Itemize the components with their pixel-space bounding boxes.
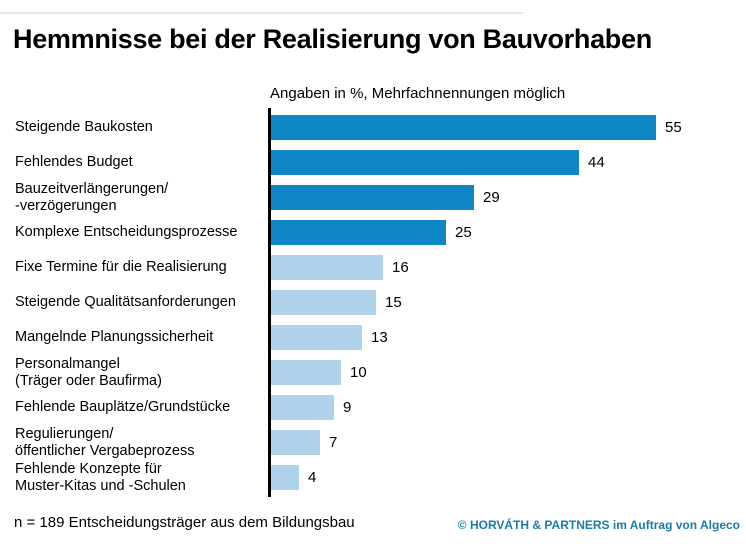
value-label: 55 <box>665 119 682 136</box>
bar-area: 44 <box>271 150 605 175</box>
bar-area: 13 <box>271 325 388 350</box>
chart-row: Fehlende Konzepte für Muster-Kitas und -… <box>0 460 746 495</box>
value-label: 10 <box>350 364 367 381</box>
bar-rows: Steigende Baukosten 55 Fehlendes Budget 44 B… <box>0 110 746 495</box>
bar-area: 15 <box>271 290 402 315</box>
chart-row: Fixe Termine für die Realisierung 16 <box>0 250 746 285</box>
category-label: Personalmangel (Träger oder Baufirma) <box>15 355 162 389</box>
bar <box>271 395 334 420</box>
bar-area: 9 <box>271 395 351 420</box>
page-title: Hemmnisse bei der Realisierung von Bauvo… <box>13 24 652 54</box>
bar <box>271 220 446 245</box>
bar-chart: Steigende Baukosten 55 Fehlendes Budget 44 B… <box>0 108 746 497</box>
value-label: 44 <box>588 154 605 171</box>
chart-row: Personalmangel (Träger oder Baufirma) 10 <box>0 355 746 390</box>
value-label: 15 <box>385 294 402 311</box>
value-label: 13 <box>371 329 388 346</box>
category-label: Fehlende Bauplätze/Grundstücke <box>15 399 231 415</box>
bar-area: 7 <box>271 430 337 455</box>
sample-size-note: n = 189 Entscheidungsträger aus dem Bild… <box>14 514 355 531</box>
bar <box>271 325 362 350</box>
chart-row: Komplexe Entscheidungsprozesse 25 <box>0 215 746 250</box>
copyright-attribution: © HORVÁTH & PARTNERS im Auftrag von Alge… <box>457 518 740 532</box>
bar-area: 29 <box>271 185 500 210</box>
value-label: 7 <box>329 434 338 451</box>
top-divider <box>0 12 523 14</box>
chart-subtitle: Angaben in %, Mehrfachnennungen möglich <box>270 85 566 102</box>
category-label: Komplexe Entscheidungsprozesse <box>15 224 238 240</box>
bar <box>271 185 474 210</box>
chart-row: Steigende Baukosten 55 <box>0 110 746 145</box>
bar <box>271 255 383 280</box>
chart-row: Steigende Qualitätsanforderungen 15 <box>0 285 746 320</box>
bar-area: 16 <box>271 255 409 280</box>
value-label: 25 <box>455 224 472 241</box>
chart-row: Fehlende Bauplätze/Grundstücke 9 <box>0 390 746 425</box>
bar <box>271 150 579 175</box>
y-axis-line <box>268 108 271 497</box>
category-label: Fehlende Konzepte für Muster-Kitas und -… <box>15 460 186 494</box>
bar <box>271 465 299 490</box>
chart-row: Regulierungen/ öffentlicher Vergabeproze… <box>0 425 746 460</box>
bar-area: 10 <box>271 360 367 385</box>
chart-row: Bauzeitverlängerungen/ -verzögerungen 29 <box>0 180 746 215</box>
category-label: Bauzeitverlängerungen/ -verzögerungen <box>15 180 169 214</box>
bar <box>271 360 341 385</box>
bar-area: 25 <box>271 220 472 245</box>
category-label: Regulierungen/ öffentlicher Vergabeproze… <box>15 425 195 459</box>
value-label: 29 <box>483 189 500 206</box>
bar <box>271 430 320 455</box>
value-label: 4 <box>308 469 317 486</box>
bar-area: 4 <box>271 465 316 490</box>
bar-area: 55 <box>271 115 682 140</box>
bar <box>271 290 376 315</box>
category-label: Fixe Termine für die Realisierung <box>15 259 227 275</box>
chart-row: Mangelnde Planungssicherheit 13 <box>0 320 746 355</box>
value-label: 9 <box>343 399 352 416</box>
chart-row: Fehlendes Budget 44 <box>0 145 746 180</box>
value-label: 16 <box>392 259 409 276</box>
category-label: Steigende Baukosten <box>15 119 153 135</box>
category-label: Mangelnde Planungssicherheit <box>15 329 214 345</box>
category-label: Fehlendes Budget <box>15 154 133 170</box>
bar <box>271 115 656 140</box>
category-label: Steigende Qualitätsanforderungen <box>15 294 236 310</box>
